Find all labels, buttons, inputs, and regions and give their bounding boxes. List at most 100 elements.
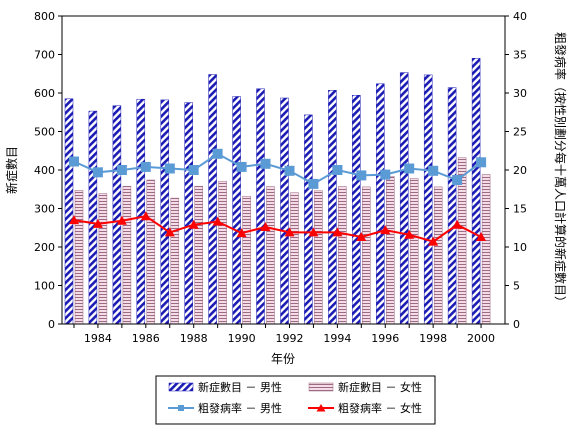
y-right-tick-label: 0 [513,318,520,331]
y-right-tick-label: 25 [513,126,527,139]
point-female-rate-1986 [140,211,151,221]
x-tick-label-2000: 2000 [467,332,495,345]
point-female-rate-1987 [164,227,175,237]
bar-male-cases-1997 [399,72,409,325]
bar-female-cases-1989 [218,180,227,325]
bar-female-cases-1998 [433,186,443,325]
point-female-rate-1992 [284,227,295,237]
y-left-tick-label: 300 [34,203,55,216]
bar-male-cases-1985 [112,105,122,325]
point-female-rate-1998 [428,236,439,246]
point-female-rate-1999 [452,219,463,229]
point-female-rate-1990 [236,228,247,238]
y-right-tick-label: 20 [513,164,527,177]
y-left-tick-label: 500 [34,126,55,139]
point-male-rate-1995 [356,170,367,181]
bar-male-cases-1986 [136,98,146,325]
point-male-rate-1985 [116,165,127,175]
bar-female-cases-1988 [194,185,203,325]
point-male-rate-1983 [69,156,79,167]
point-female-rate-2000 [476,232,487,241]
y-left-tick-label: 100 [34,280,55,293]
bar-male-cases-1998 [423,74,433,325]
point-male-rate-1991 [260,158,271,169]
legend-label-female-rate: 粗發病率 － 女性 [338,401,422,415]
point-female-rate-1993 [308,227,319,237]
bar-male-cases-1988 [184,102,193,325]
y-left-tick-label: 800 [34,10,55,23]
point-male-rate-1997 [404,163,415,174]
point-male-rate-1996 [380,169,391,180]
bar-female-cases-1983 [74,190,84,325]
bar-male-cases-1989 [208,74,217,325]
bar-female-cases-1995 [362,186,371,325]
legend-marker-male-rate [178,405,184,411]
legend-marker-female-rate [316,404,326,412]
bar-male-cases-1987 [160,99,170,325]
bar-male-cases-1992 [280,97,289,325]
point-female-rate-1983 [69,215,79,225]
bar-female-cases-1984 [98,193,108,325]
bar-male-cases-1995 [352,95,361,325]
bar-female-cases-1985 [122,185,132,325]
bar-male-cases-1999 [447,87,457,325]
y-axis-right-title: 粗發病率（按性別劃分每十萬人口計算的新症數目） [553,32,568,308]
x-tick-label-1990: 1990 [228,332,256,345]
point-male-rate-1994 [332,165,343,175]
point-female-rate-1988 [188,219,199,229]
point-male-rate-1984 [92,167,103,178]
legend-label-female-cases: 新症數目 － 女性 [338,380,422,394]
bar-male-cases-1991 [256,88,265,325]
y-right-tick-label: 35 [513,49,527,62]
point-male-rate-1993 [308,178,319,189]
point-female-rate-1985 [116,215,127,225]
bar-female-cases-1993 [314,190,323,325]
x-tick-label-1992: 1992 [275,332,303,345]
point-male-rate-2000 [476,157,487,168]
point-female-rate-1994 [332,227,343,237]
bar-male-cases-2000 [471,58,481,325]
x-tick-label-1988: 1988 [180,332,208,345]
x-axis-title: 年份 [271,352,295,366]
bar-male-cases-1990 [232,96,241,325]
x-tick-label-1996: 1996 [371,332,399,345]
line-female-rate [73,215,482,243]
x-tick-label-1986: 1986 [132,332,160,345]
bar-female-cases-1994 [338,186,347,325]
axes-layer: 0 100 200 300 400 500 600 700 800 0 5 10 15 20 25 30 35 4… [34,10,527,345]
y-left-tick-label: 0 [48,318,55,331]
bar-female-cases-1996 [386,176,395,325]
bar-male-cases-1984 [88,110,98,325]
y-right-tick-label: 30 [513,87,527,100]
y-left-tick-label: 200 [34,241,55,254]
y-axis-left-title: 新症數目 [4,146,19,194]
point-female-rate-1995 [356,232,367,241]
bar-female-cases-1997 [409,178,419,325]
point-male-rate-1988 [188,165,199,175]
legend-box [155,375,436,425]
point-female-rate-1989 [212,216,223,226]
point-male-rate-1989 [212,148,223,159]
bar-female-cases-1987 [170,197,180,325]
legend: 新症數目 － 男性 新症數目 － 女性 粗發病率 － 男性 粗發病率 － 女性 [155,375,436,425]
bar-male-cases-1983 [64,98,74,325]
point-female-rate-1997 [404,229,415,239]
y-left-tick-label: 700 [34,49,55,62]
point-female-rate-1991 [260,222,271,231]
legend-swatch-female-cases [308,382,334,392]
point-male-rate-1992 [284,165,295,176]
point-male-rate-1986 [140,161,151,172]
point-male-rate-1990 [236,161,247,172]
bar-female-cases-1991 [266,186,275,325]
bar-female-cases-2000 [481,174,491,325]
bar-male-cases-1996 [376,83,385,325]
point-male-rate-1999 [452,175,463,185]
legend-swatch-male-cases [168,382,194,392]
point-female-rate-1996 [380,225,391,235]
x-tick-label-1984: 1984 [84,332,112,345]
bar-male-cases-1994 [328,90,337,325]
y-left-tick-label: 400 [34,164,55,177]
point-male-rate-1987 [164,163,175,174]
